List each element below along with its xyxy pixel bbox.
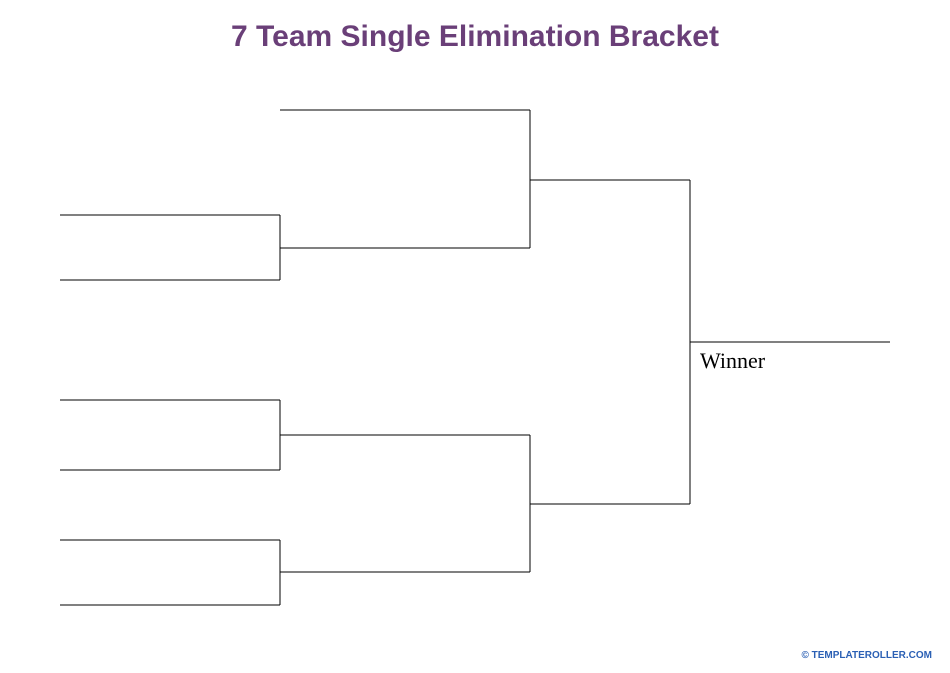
winner-label: Winner bbox=[700, 348, 765, 374]
bracket-diagram bbox=[0, 0, 950, 673]
footer-credit: © TEMPLATEROLLER.COM bbox=[801, 650, 932, 661]
